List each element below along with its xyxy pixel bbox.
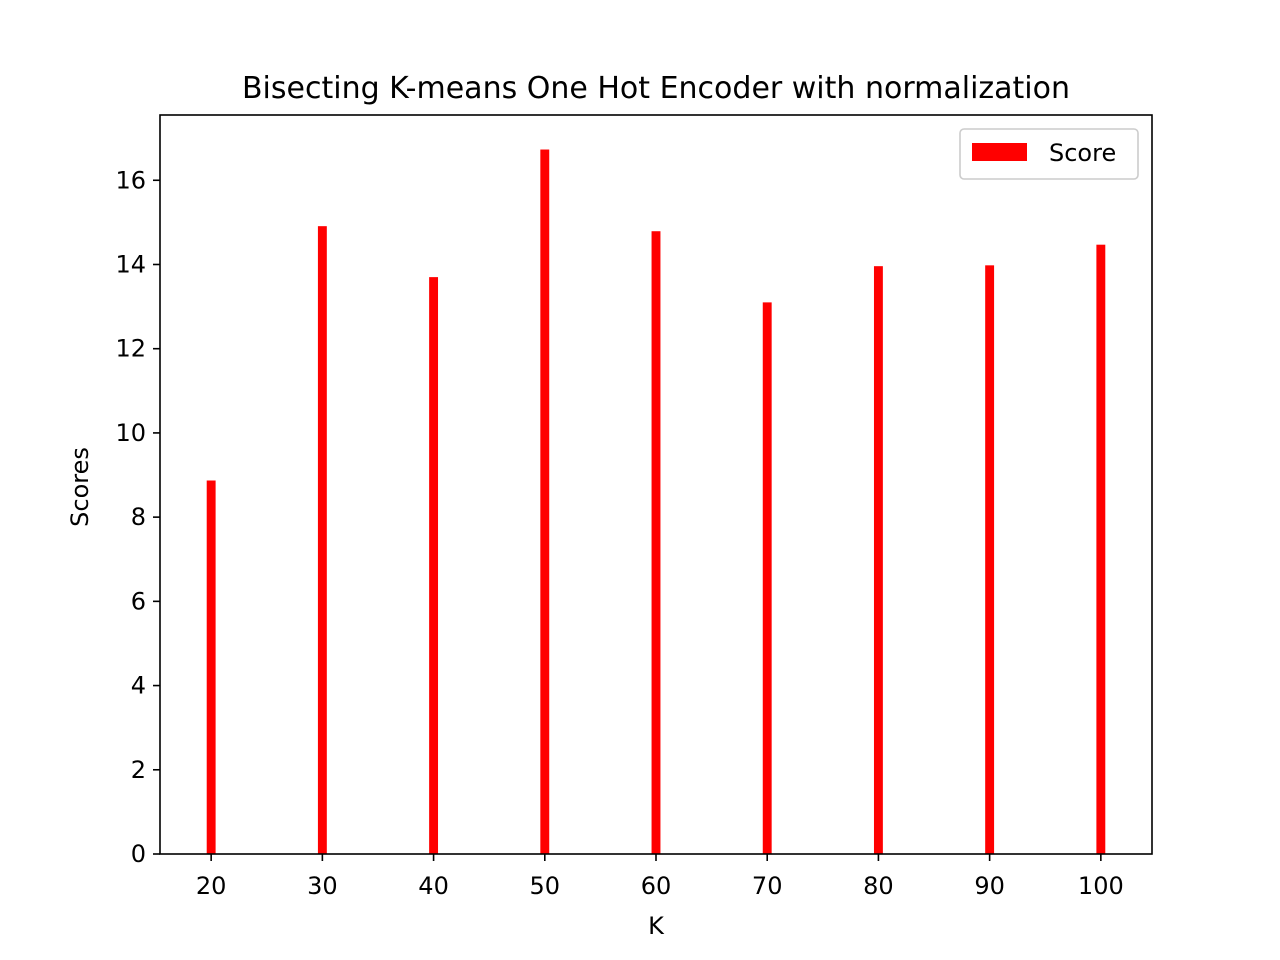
x-tick-label: 70 (752, 872, 783, 900)
x-tick-label: 20 (196, 872, 227, 900)
bars-group (206, 149, 1106, 855)
x-tick-label: 100 (1078, 872, 1124, 900)
bar-k-80 (873, 266, 883, 854)
x-tick-label: 60 (641, 872, 672, 900)
y-tick-label: 4 (131, 672, 146, 700)
legend-swatch (972, 143, 1027, 161)
bar-k-100 (1096, 244, 1106, 854)
bar-k-90 (985, 265, 995, 855)
y-tick-label: 16 (115, 166, 146, 194)
x-tick-label: 80 (863, 872, 894, 900)
bar-k-30 (317, 226, 327, 855)
bar-k-70 (762, 302, 772, 854)
bar-k-40 (429, 277, 439, 854)
y-axis-label: Scores (66, 447, 94, 527)
x-tick-label: 40 (418, 872, 449, 900)
x-tick-label: 30 (307, 872, 338, 900)
chart-title: Bisecting K-means One Hot Encoder with n… (242, 71, 1070, 106)
bar-k-50 (540, 149, 550, 854)
legend-box (959, 128, 1139, 180)
y-tick-label: 6 (131, 587, 146, 615)
y-tick-label: 12 (115, 335, 146, 363)
legend-label-score: Score (1049, 139, 1116, 167)
x-tick-label: 90 (974, 872, 1005, 900)
x-tick-label: 50 (530, 872, 561, 900)
x-axis-label: K (648, 912, 665, 940)
bar-k-60 (651, 231, 661, 855)
y-axis-ticks: 0 2 4 6 8 10 12 14 16 (115, 166, 160, 868)
bar-k-20 (206, 480, 216, 854)
x-axis-ticks: 20 30 40 50 60 70 80 90 100 (196, 854, 1124, 900)
y-tick-label: 0 (131, 840, 146, 868)
y-tick-label: 2 (131, 756, 146, 784)
y-tick-label: 14 (115, 250, 146, 278)
legend: Score (959, 128, 1139, 180)
y-tick-label: 8 (131, 503, 146, 531)
y-tick-label: 10 (115, 419, 146, 447)
